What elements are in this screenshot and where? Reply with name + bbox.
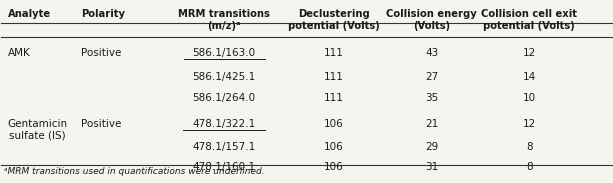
- Text: 586.1/425.1: 586.1/425.1: [192, 72, 256, 82]
- Text: 12: 12: [523, 119, 536, 128]
- Text: Gentamicin
sulfate (IS): Gentamicin sulfate (IS): [7, 119, 67, 141]
- Text: Polarity: Polarity: [81, 9, 124, 19]
- Text: ᵃMRM transitions used in quantifications were underlined.: ᵃMRM transitions used in quantifications…: [4, 167, 265, 176]
- Text: 106: 106: [324, 162, 344, 172]
- Text: Positive: Positive: [81, 48, 121, 58]
- Text: 27: 27: [425, 72, 438, 82]
- Text: 106: 106: [324, 119, 344, 128]
- Text: 111: 111: [324, 48, 344, 58]
- Text: MRM transitions
(m/z)ᵃ: MRM transitions (m/z)ᵃ: [178, 9, 270, 31]
- Text: 43: 43: [425, 48, 438, 58]
- Text: Analyte: Analyte: [7, 9, 51, 19]
- Text: 21: 21: [425, 119, 438, 128]
- Text: 12: 12: [523, 48, 536, 58]
- Text: Positive: Positive: [81, 119, 121, 128]
- Text: 586.1/264.0: 586.1/264.0: [192, 93, 256, 103]
- Text: Collision energy
(Volts): Collision energy (Volts): [386, 9, 477, 31]
- Text: 10: 10: [523, 93, 536, 103]
- Text: 478.1/157.1: 478.1/157.1: [192, 142, 256, 152]
- Text: Collision cell exit
potential (Volts): Collision cell exit potential (Volts): [481, 9, 577, 31]
- Text: 478.1/322.1: 478.1/322.1: [192, 119, 256, 128]
- Text: 14: 14: [523, 72, 536, 82]
- Text: 29: 29: [425, 142, 438, 152]
- Text: 8: 8: [526, 162, 533, 172]
- Text: 35: 35: [425, 93, 438, 103]
- Text: 478.1/160.1: 478.1/160.1: [192, 162, 256, 172]
- Text: 31: 31: [425, 162, 438, 172]
- Text: AMK: AMK: [7, 48, 30, 58]
- Text: 111: 111: [324, 93, 344, 103]
- Text: 106: 106: [324, 142, 344, 152]
- Text: 111: 111: [324, 72, 344, 82]
- Text: 586.1/163.0: 586.1/163.0: [192, 48, 256, 58]
- Text: 8: 8: [526, 142, 533, 152]
- Text: Declustering
potential (Volts): Declustering potential (Volts): [288, 9, 380, 31]
